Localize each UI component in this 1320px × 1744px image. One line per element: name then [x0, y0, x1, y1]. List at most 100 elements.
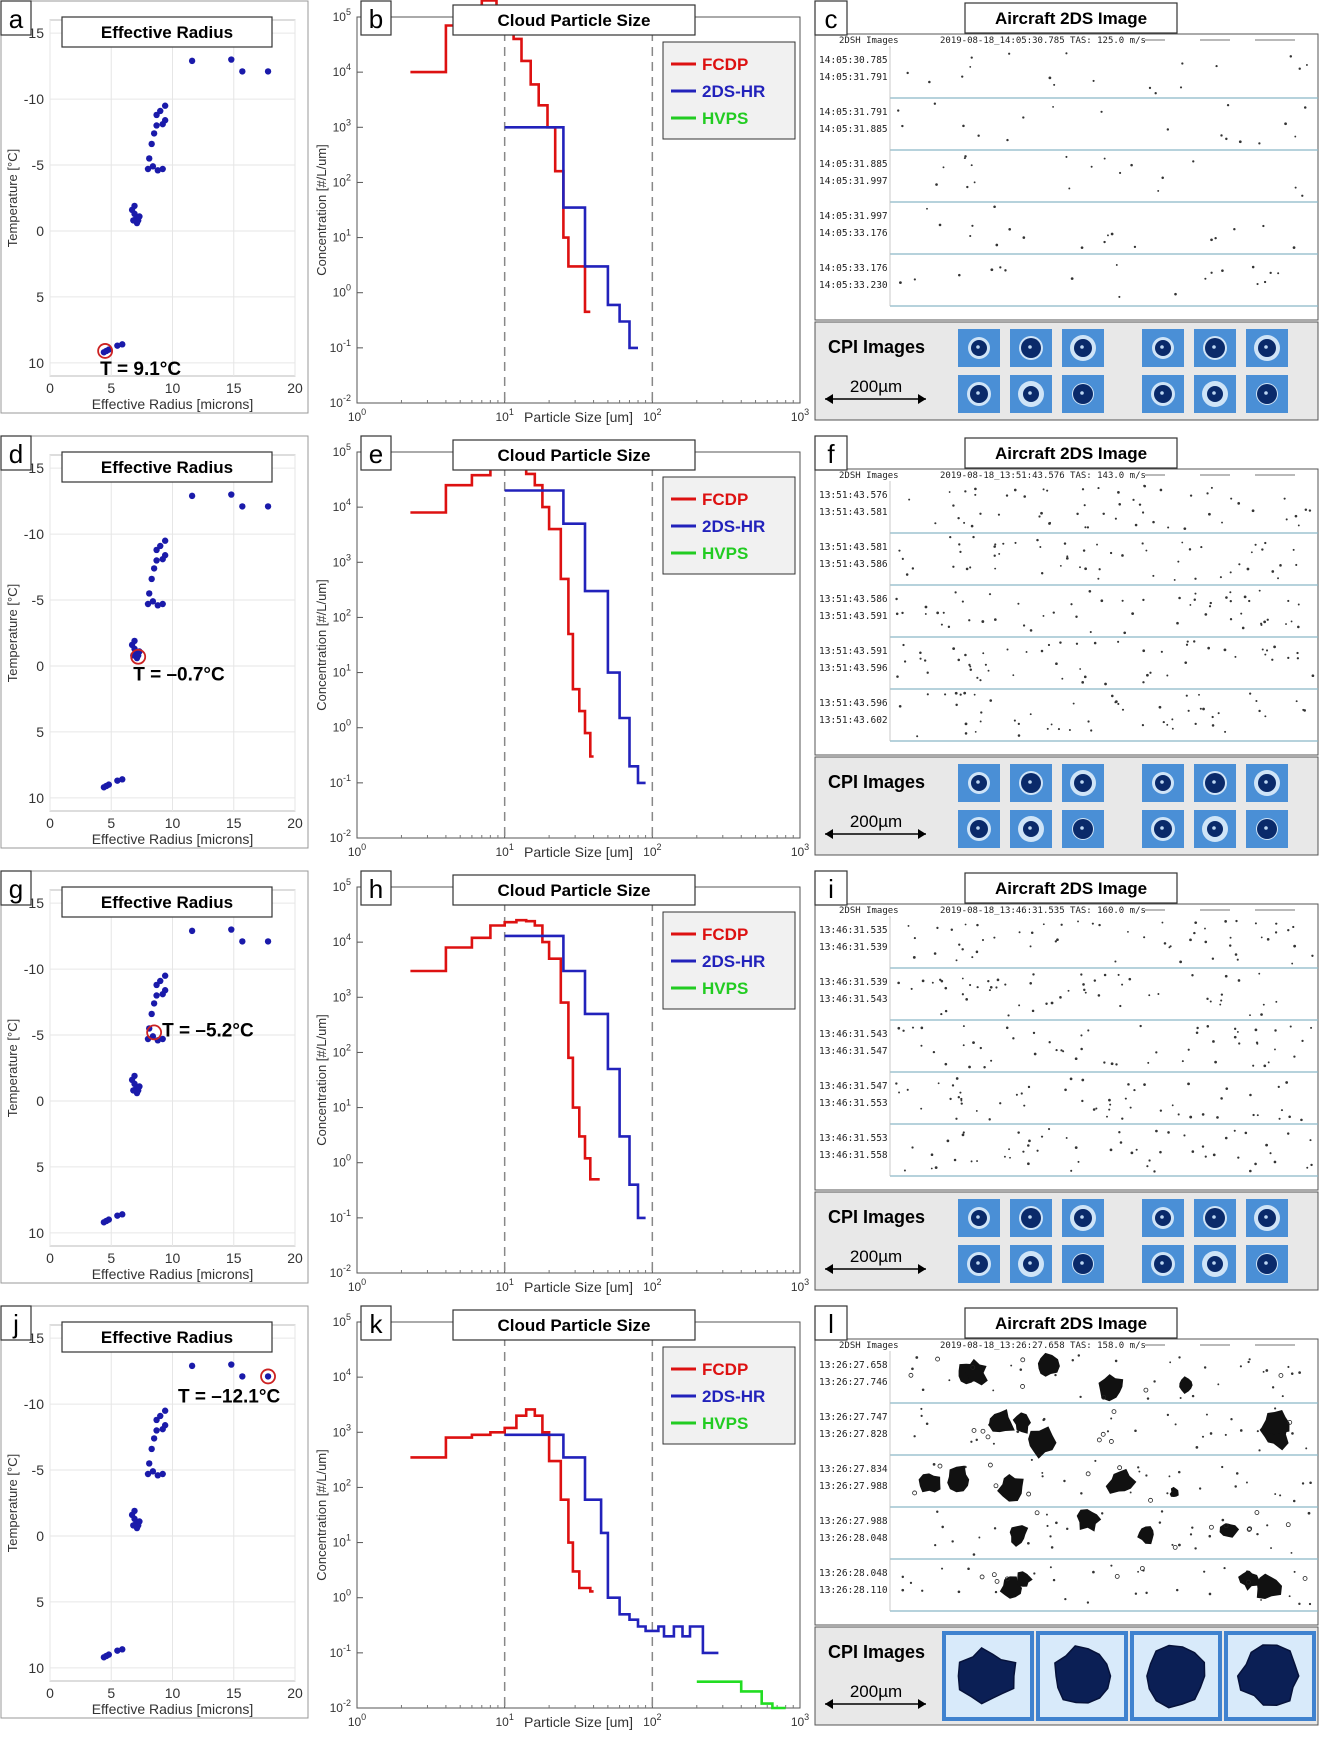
twods-particle	[1191, 1150, 1195, 1153]
twods-particle	[1261, 548, 1264, 551]
twods-particle	[999, 266, 1002, 269]
twods-particle	[1310, 1163, 1313, 1167]
twods-particle	[907, 924, 910, 927]
twods-particle	[1273, 1160, 1277, 1164]
psd-xtick-label: 102	[643, 407, 661, 424]
cpi-droplet-highlight	[1160, 391, 1164, 395]
twods-ring-particle	[1245, 1579, 1251, 1585]
twods-particle	[1289, 55, 1293, 58]
twods-particle	[1163, 942, 1167, 945]
twods-particle	[980, 711, 983, 714]
twods-particle	[1229, 571, 1232, 574]
twods-particle	[919, 657, 922, 660]
twods-particle	[1134, 1429, 1137, 1432]
twods-particle	[1146, 1165, 1149, 1168]
psd-xtick-label: 103	[791, 407, 809, 424]
twods-particle	[920, 1414, 923, 1417]
twods-particle	[1093, 979, 1097, 982]
twods-particle	[1298, 67, 1301, 70]
legend-label: FCDP	[702, 925, 748, 944]
twods-ice-particle	[947, 1465, 970, 1493]
scatter-point	[131, 202, 138, 210]
twods-timestamp: 14:05:31.791	[819, 72, 888, 83]
twods-particle	[981, 938, 985, 942]
twods-particle	[899, 281, 902, 284]
scatter-xtick-label: 0	[46, 1250, 54, 1266]
twods-particle	[953, 1158, 957, 1162]
cpi-droplet-highlight	[1160, 1215, 1164, 1219]
scatter-ytick-label: 10	[28, 355, 44, 371]
twods-particle	[1145, 1591, 1148, 1595]
cpi-label: CPI Images	[828, 337, 925, 357]
twods-particle	[969, 665, 972, 668]
twods-particle	[976, 676, 979, 679]
twods-particle	[994, 1590, 998, 1594]
twods-particle	[1009, 1156, 1011, 1159]
twods-timestamp: 13:51:43.596	[819, 698, 888, 709]
twods-title-box	[964, 2, 1178, 34]
twods-ring-particle	[1246, 1527, 1252, 1532]
twods-particle	[1097, 487, 1100, 490]
twods-particle	[1293, 1570, 1296, 1573]
psd-ytick-label: 10-1	[330, 338, 351, 355]
twods-particle	[1106, 1430, 1110, 1433]
twods-particle	[958, 273, 961, 277]
scatter-xtick-label: 5	[107, 815, 115, 831]
twods-particle	[1233, 1129, 1236, 1132]
panel-letter-box	[0, 435, 32, 471]
twods-particle	[969, 234, 972, 238]
twods-particle	[1195, 1446, 1199, 1449]
psd-ytick-label: 101	[333, 1098, 351, 1115]
twods-particle	[921, 1388, 925, 1392]
twods-particle	[1055, 662, 1058, 666]
scatter-point	[239, 938, 246, 945]
twods-particle	[1033, 1572, 1036, 1575]
twods-particle	[938, 223, 942, 227]
cpi-scale-arrowhead	[918, 1264, 926, 1274]
twods-particle	[1121, 554, 1124, 557]
twods-particle	[901, 1588, 905, 1592]
twods-particle	[1114, 517, 1117, 520]
twods-particle	[1252, 1113, 1255, 1117]
twods-particle	[1207, 646, 1210, 650]
legend-label: 2DS-HR	[702, 952, 765, 971]
twods-particle	[1189, 938, 1192, 942]
psd-ytick-label: 101	[333, 663, 351, 680]
twods-particle	[897, 1026, 901, 1030]
twods-timestamp: 13:51:43.576	[819, 490, 888, 501]
psd-title: Cloud Particle Size	[497, 11, 650, 30]
scatter-point	[154, 1472, 161, 1479]
twods-particle	[1071, 1358, 1075, 1362]
twods-timestamp: 13:46:31.547	[819, 1046, 888, 1057]
twods-particle	[1229, 936, 1232, 939]
twods-particle	[1012, 1037, 1015, 1040]
twods-particle	[970, 1440, 973, 1443]
twods-particle	[1262, 1370, 1265, 1373]
cpi-droplet-highlight	[1028, 1215, 1032, 1219]
twods-particle	[897, 981, 900, 985]
scatter-point	[146, 590, 153, 597]
twods-particle	[1084, 567, 1087, 571]
twods-particle	[1142, 649, 1146, 653]
twods-particle	[1229, 618, 1233, 621]
twods-particle	[1049, 1566, 1052, 1569]
twods-particle	[1189, 494, 1193, 497]
twods-particle	[957, 658, 961, 662]
twods-ring-particle	[971, 1428, 977, 1433]
twods-particle	[1205, 1413, 1208, 1416]
twods-particle	[972, 535, 975, 539]
panel-letter: d	[9, 439, 23, 469]
twods-particle	[968, 619, 971, 622]
twods-particle	[1117, 491, 1120, 494]
twods-particle	[1108, 1108, 1111, 1111]
twods-particle	[1271, 658, 1274, 661]
twods-particle	[1215, 64, 1218, 68]
twods-particle	[1274, 1407, 1277, 1410]
twods-particle	[1196, 1026, 1199, 1030]
twods-particle	[948, 491, 951, 493]
panel-letter: a	[9, 4, 24, 34]
scatter-point	[149, 598, 157, 605]
twods-particle	[1307, 1511, 1311, 1515]
twods-particle	[934, 522, 937, 525]
psd-ytick-label: 102	[333, 607, 351, 624]
